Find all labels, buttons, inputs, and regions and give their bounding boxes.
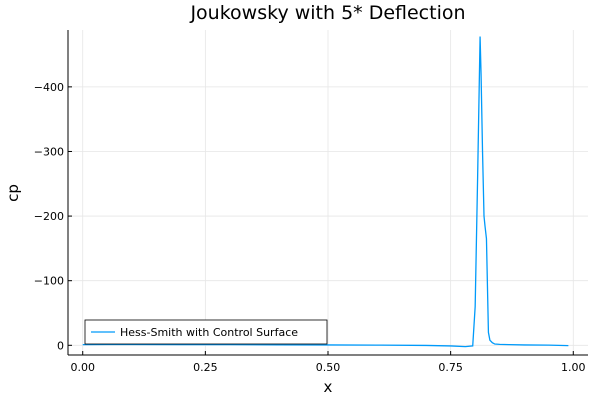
y-axis-label: cp (4, 184, 22, 202)
series-layer (82, 36, 569, 348)
legend: Hess-Smith with Control Surface (84, 319, 328, 345)
ticks-layer: 0.00 0.25 0.50 0.75 1.00 −400 −300 −200 −100 0 (34, 81, 586, 374)
y-tick-label-1: −300 (34, 145, 64, 158)
legend-box (84, 319, 328, 345)
x-tick-label-2: 0.50 (316, 361, 341, 374)
x-tick-label-3: 0.75 (438, 361, 463, 374)
chart-title: Joukowsky with 5* Deflection (189, 2, 465, 24)
x-tick-label-4: 1.00 (561, 361, 586, 374)
legend-label: Hess-Smith with Control Surface (120, 326, 298, 339)
series-line-0 (82, 36, 569, 348)
grid-layer (68, 30, 588, 355)
x-tick-label-0: 0.00 (70, 361, 95, 374)
x-tick-label-1: 0.25 (193, 361, 218, 374)
y-tick-label-2: −200 (34, 210, 64, 223)
x-axis-label: x (324, 378, 333, 396)
y-tick-label-4: 0 (57, 339, 64, 352)
y-tick-label-0: −400 (34, 81, 64, 94)
y-tick-label-3: −100 (34, 275, 64, 288)
